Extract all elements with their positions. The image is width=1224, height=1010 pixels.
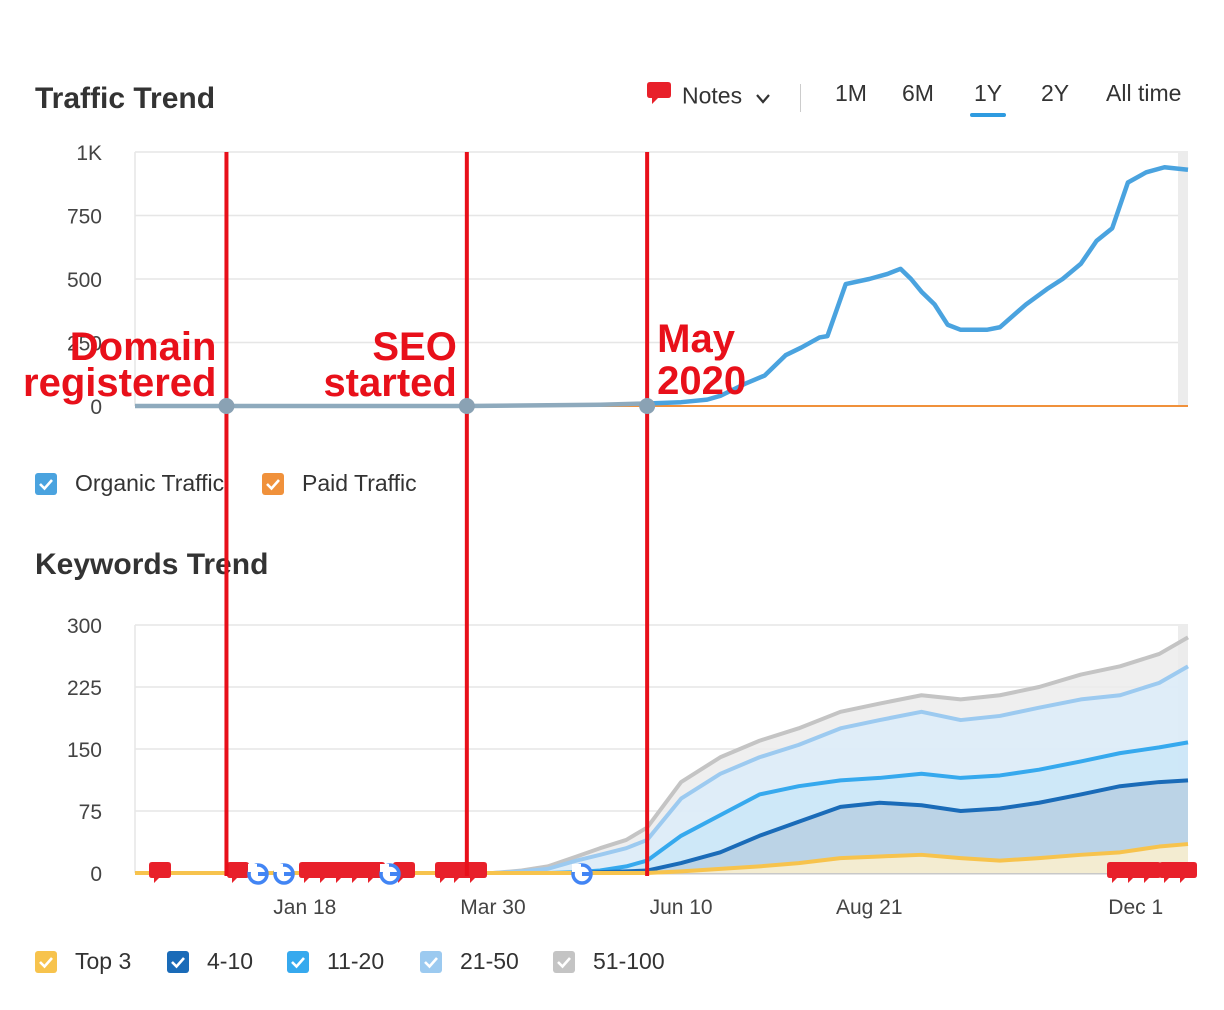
legend-21-50[interactable]: 21-50 (420, 948, 519, 975)
legend-label: 21-50 (460, 948, 519, 974)
note-marker-icon (1139, 862, 1161, 883)
legend-label: 51-100 (593, 948, 665, 974)
y-tick-label: 750 (67, 206, 102, 229)
keywords-chart: 0 75 150 225 300 Jan 18 Mar 30 Jun 10 Aug 21 Dec … (67, 615, 1197, 919)
checkbox-icon (262, 472, 284, 495)
checkbox-icon (35, 950, 57, 973)
legend-4-10[interactable]: 4-10 (167, 948, 253, 975)
notes-icon (646, 80, 672, 112)
x-tick-label: Dec 1 (1108, 896, 1163, 919)
current-period-shade (1178, 152, 1188, 406)
toolbar-divider (800, 84, 801, 112)
y-tick-label: 1K (76, 142, 102, 165)
range-1m-button[interactable]: 1M (835, 80, 867, 106)
series-organic-traffic-line (647, 164, 1189, 406)
x-tick-label: Mar 30 (460, 896, 525, 919)
x-tick-label: Aug 21 (836, 896, 903, 919)
series-line-top-3 (135, 842, 1189, 875)
range-all-time-button[interactable]: All time (1106, 80, 1182, 106)
y-tick-label: 75 (79, 801, 102, 824)
legend-label: Top 3 (75, 948, 132, 974)
checkbox-icon (553, 950, 575, 973)
legend-label: 4-10 (207, 948, 254, 974)
range-2y-button[interactable]: 2Y (1041, 80, 1070, 106)
x-tick-label: Jun 10 (650, 896, 713, 919)
range-1y-button[interactable]: 1Y (969, 80, 1007, 117)
y-tick-label: 0 (90, 863, 102, 886)
notes-button[interactable]: Notes (646, 80, 771, 112)
legend-label: 11-20 (327, 948, 385, 974)
legend-paid-traffic[interactable]: Paid Traffic (262, 470, 417, 497)
y-tick-label: 250 (67, 333, 102, 356)
range-6m-button[interactable]: 6M (902, 80, 934, 106)
series-area-top-3 (135, 844, 1188, 873)
series-area-4-10 (135, 780, 1188, 873)
note-marker-icon (465, 862, 487, 883)
series-organic-traffic-line-early (135, 401, 648, 409)
checkbox-icon (35, 472, 57, 495)
y-tick-label: 0 (90, 396, 102, 419)
note-marker-icon (363, 862, 385, 883)
google-update-icon (379, 863, 401, 885)
checkbox-icon (167, 950, 189, 973)
legend-51-100[interactable]: 51-100 (553, 948, 665, 975)
notes-label: Notes (682, 82, 743, 109)
series-line-21-50 (135, 664, 1189, 875)
note-marker-icon (149, 862, 171, 883)
legend-11-20[interactable]: 11-20 (287, 948, 384, 975)
checkbox-icon (287, 950, 309, 973)
y-tick-label: 500 (67, 269, 102, 292)
checkbox-icon (420, 950, 442, 973)
traffic-chart: 0 250 500 750 1K (67, 142, 1189, 419)
y-tick-label: 225 (67, 677, 102, 700)
keywords-trend-title: Keywords Trend (35, 548, 269, 581)
google-update-icon (273, 863, 295, 885)
x-tick-label: Jan 18 (273, 896, 336, 919)
traffic-trend-title: Traffic Trend (35, 82, 216, 115)
note-marker-icon (1175, 862, 1197, 883)
legend-top-3[interactable]: Top 3 (35, 948, 131, 975)
chevron-down-icon (756, 83, 771, 110)
series-line-51-100 (135, 635, 1189, 875)
google-update-icon (571, 863, 593, 885)
google-update-icon (247, 863, 269, 885)
note-marker-icon (227, 862, 249, 883)
y-tick-label: 300 (67, 615, 102, 638)
y-tick-label: 150 (67, 739, 102, 762)
legend-label: Paid Traffic (302, 470, 417, 496)
legend-organic-traffic[interactable]: Organic Traffic (35, 470, 224, 497)
legend-label: Organic Traffic (75, 470, 225, 496)
range-toolbar: Notes 1M 6M 1Y 2Y All time (640, 80, 1200, 120)
